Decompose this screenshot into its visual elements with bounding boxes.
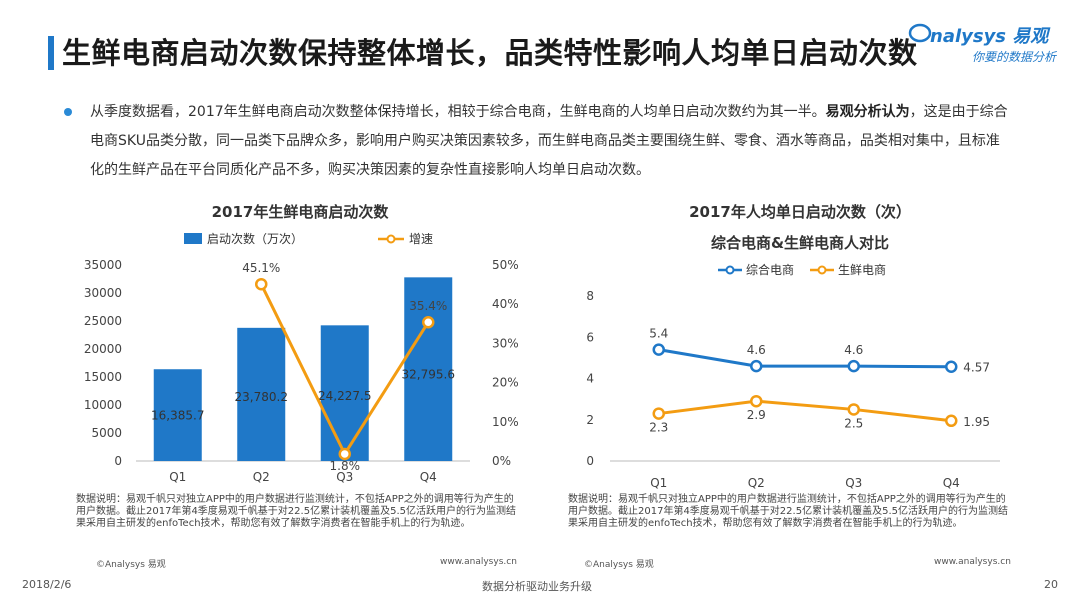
series-value-label: 5.4 xyxy=(649,327,668,341)
bullet-dot xyxy=(64,108,72,116)
x-axis-tick: Q3 xyxy=(336,470,353,484)
right-axis-tick: 20% xyxy=(492,376,519,390)
bar-Q1 xyxy=(153,369,202,461)
right-axis-tick: 30% xyxy=(492,336,519,350)
series-point-0 xyxy=(750,359,763,373)
growth-value-label: 35.4% xyxy=(409,299,447,313)
y-axis-tick: 0 xyxy=(586,454,594,468)
series-point-1 xyxy=(750,394,763,408)
x-axis-tick: Q4 xyxy=(420,470,437,484)
left-axis-tick: 5000 xyxy=(91,426,122,440)
bar-value-label: 24,227.5 xyxy=(318,389,371,403)
legend-marker-0 xyxy=(725,265,735,275)
growth-point xyxy=(255,277,268,291)
bar-value-label: 23,780.2 xyxy=(235,390,288,404)
legend-marker-1 xyxy=(817,265,827,275)
y-axis-tick: 4 xyxy=(586,372,594,386)
x-axis-tick: Q1 xyxy=(169,470,186,484)
growth-value-label: 45.1% xyxy=(242,261,280,275)
series-value-label: 2.5 xyxy=(844,416,863,430)
series-line-1 xyxy=(658,399,952,423)
bar-Q2 xyxy=(237,327,286,461)
bar-Q3 xyxy=(320,325,369,461)
series-line-0 xyxy=(658,348,952,369)
right-copyright: ©Analysys 易观 xyxy=(584,560,654,570)
series-point-1 xyxy=(652,407,665,420)
logo-tagline: 你要的数据分析 xyxy=(972,50,1057,64)
series-point-1 xyxy=(847,403,860,416)
bar-Q4 xyxy=(404,277,453,461)
y-axis-tick: 6 xyxy=(586,330,594,344)
left-axis-tick: 30000 xyxy=(84,286,122,300)
growth-point xyxy=(422,315,435,329)
logo-mark-icon xyxy=(908,23,932,43)
series-point-1 xyxy=(945,414,958,428)
x-axis-tick: Q2 xyxy=(748,476,765,490)
legend-label-growth: 增速 xyxy=(409,232,433,246)
x-axis-tick: Q3 xyxy=(845,476,862,490)
title-accent-bar xyxy=(48,36,54,70)
right-data-note: 数据说明：易观千帆只对独立APP中的用户数据进行监测统计，不包括APP之外的调用… xyxy=(568,494,1008,529)
chart-subtitle: 综合电商&生鲜电商人对比 xyxy=(711,234,889,252)
footer-date: 2018/2/6 xyxy=(22,578,72,591)
growth-point xyxy=(338,447,351,461)
series-value-label: 2.3 xyxy=(649,421,668,435)
left-axis-tick: 35000 xyxy=(84,258,122,272)
bar-value-label: 32,795.6 xyxy=(402,367,455,381)
logo-brand: nalysys 易观 xyxy=(930,26,1049,47)
legend-swatch-bar xyxy=(184,233,202,244)
growth-value-label: 1.8% xyxy=(330,459,361,473)
summary-text-2: ，这是由于综合电商SKU品类分散，同一品类下品牌众多，影响用户购买决策因素较多，… xyxy=(90,104,1008,178)
chart-title: 2017年生鲜电商启动次数 xyxy=(212,203,390,221)
legend-label-bar: 启动次数（万次） xyxy=(207,231,303,246)
left-copyright: ©Analysys 易观 xyxy=(96,560,166,570)
summary-paragraph: 从季度数据看，2017年生鲜电商启动次数整体保持增长，相较于综合电商，生鲜电商的… xyxy=(90,98,1010,185)
x-axis-tick: Q4 xyxy=(943,476,960,490)
legend-label-0: 综合电商 xyxy=(746,262,794,277)
series-point-0 xyxy=(945,360,958,373)
series-point-0 xyxy=(652,343,665,356)
series-value-label: 1.95 xyxy=(963,415,990,429)
left-axis-tick: 25000 xyxy=(84,314,122,328)
x-axis-tick: Q1 xyxy=(650,476,667,490)
right-axis-tick: 0% xyxy=(492,454,511,468)
analysys-logo: nalysys 易观 你要的数据分析 xyxy=(908,22,1070,70)
y-axis-tick: 8 xyxy=(586,289,594,303)
left-website: www.analysys.cn xyxy=(440,557,517,567)
chart-title: 2017年人均单日启动次数（次） xyxy=(689,203,911,221)
right-website: www.analysys.cn xyxy=(934,557,1011,567)
y-axis-tick: 2 xyxy=(586,413,594,427)
right-axis-tick: 10% xyxy=(492,415,519,429)
series-value-label: 2.9 xyxy=(747,408,766,422)
legend-label-1: 生鲜电商 xyxy=(838,262,886,277)
page-number: 20 xyxy=(1044,578,1058,591)
left-axis-tick: 10000 xyxy=(84,398,122,412)
left-axis-tick: 20000 xyxy=(84,342,122,356)
series-value-label: 4.6 xyxy=(844,343,863,357)
left-axis-tick: 15000 xyxy=(84,370,122,384)
right-axis-tick: 50% xyxy=(492,258,519,272)
left-axis-tick: 0 xyxy=(114,454,122,468)
summary-bold: 易观分析认为 xyxy=(825,104,910,120)
series-point-0 xyxy=(847,359,860,373)
legend-marker-growth xyxy=(386,234,396,244)
summary-text-1: 从季度数据看，2017年生鲜电商启动次数整体保持增长，相较于综合电商，生鲜电商的… xyxy=(90,104,826,120)
page-title: 生鲜电商启动次数保持整体增长，品类特性影响人均单日启动次数 xyxy=(62,36,918,70)
series-value-label: 4.57 xyxy=(963,361,990,375)
footer-center: 数据分析驱动业务升级 xyxy=(482,580,592,593)
series-value-label: 4.6 xyxy=(747,343,766,357)
bar-value-label: 16,385.7 xyxy=(151,409,204,423)
right-axis-tick: 40% xyxy=(492,297,519,311)
left-data-note: 数据说明：易观千帆只对独立APP中的用户数据进行监测统计，不包括APP之外的调用… xyxy=(76,494,516,529)
x-axis-tick: Q2 xyxy=(253,470,270,484)
